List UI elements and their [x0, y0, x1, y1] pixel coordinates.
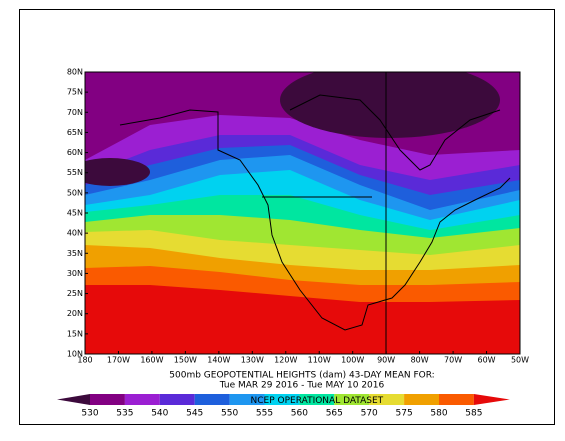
lat-label: 40N [67, 229, 83, 238]
fields [85, 72, 520, 354]
level-label: 585 [465, 409, 482, 419]
lat-label: 50N [67, 188, 83, 197]
level-label: 555 [256, 409, 273, 419]
colorbar-cell [264, 394, 300, 405]
frame [19, 9, 555, 425]
lat-label: 55N [67, 168, 83, 177]
colorbar-cell [334, 394, 370, 405]
lat-label: 30N [67, 269, 83, 278]
lon-label: 140W [207, 356, 230, 365]
lat-label: 45N [67, 209, 83, 218]
colorbar-cell [194, 394, 230, 405]
lon-label: 170W [107, 356, 130, 365]
colorbar-cell [404, 394, 439, 405]
lon-label: 80W [411, 356, 429, 365]
coastline [289, 94, 501, 171]
lat-label: 70N [67, 108, 83, 117]
level-label: 540 [151, 409, 168, 419]
lon-label: 160W [140, 356, 163, 365]
colorbar-end [57, 394, 90, 405]
lon-label: 60W [477, 356, 495, 365]
dataset-label: NCEP OPERATIONAL DATASET [251, 396, 384, 406]
level-label: 580 [430, 409, 447, 419]
lon-label: 90W [377, 356, 395, 365]
level-label: 530 [81, 409, 98, 419]
colorbar-cell [159, 394, 195, 405]
lat-label: 10N [67, 350, 83, 359]
band [280, 72, 500, 138]
level-label: 575 [396, 409, 413, 419]
colorbar: NCEP OPERATIONAL DATASET 530 535 540 545 550 5… [57, 394, 510, 419]
colorbar-cell [124, 394, 160, 405]
lat-label: 75N [67, 88, 83, 97]
level-label: 545 [186, 409, 203, 419]
title: 500mb GEOPOTENTIAL HEIGHTS (dam) 43-DAY … [169, 371, 434, 381]
coastline [119, 109, 511, 331]
colorbar-cell [229, 394, 265, 405]
lon-label: 120W [274, 356, 297, 365]
lon-label: 110W [308, 356, 331, 365]
lat-label: 80N [67, 68, 83, 77]
level-label: 565 [326, 409, 343, 419]
level-label: 550 [221, 409, 238, 419]
subtitle: Tue MAR 29 2016 - Tue MAY 10 2016 [219, 381, 385, 391]
level-label: 535 [116, 409, 133, 419]
colorbar-cell [299, 394, 335, 405]
lat-label: 60N [67, 148, 83, 157]
band [85, 158, 150, 186]
lat-label: 20N [67, 309, 83, 318]
map: 80N 75N 70N 65N 60N 55N 50N 45N 40N 35N 30N 25N 20N 1… [67, 68, 529, 365]
level-label: 560 [291, 409, 308, 419]
lat-label: 35N [67, 249, 83, 258]
lon-label: 70W [444, 356, 462, 365]
level-label: 570 [361, 409, 378, 419]
lon-label: 50W [511, 356, 529, 365]
lon-label: 100W [341, 356, 364, 365]
lat-label: 25N [67, 289, 83, 298]
colorbar-cell [90, 394, 125, 405]
lon-label: 150W [174, 356, 197, 365]
lon-label: 130W [241, 356, 264, 365]
lat-label: 65N [67, 128, 83, 137]
colorbar-end [473, 394, 510, 405]
colorbar-cell [369, 394, 405, 405]
lat-label: 15N [67, 329, 83, 338]
colorbar-cell [439, 394, 474, 405]
lon-label: 180 [77, 356, 92, 365]
